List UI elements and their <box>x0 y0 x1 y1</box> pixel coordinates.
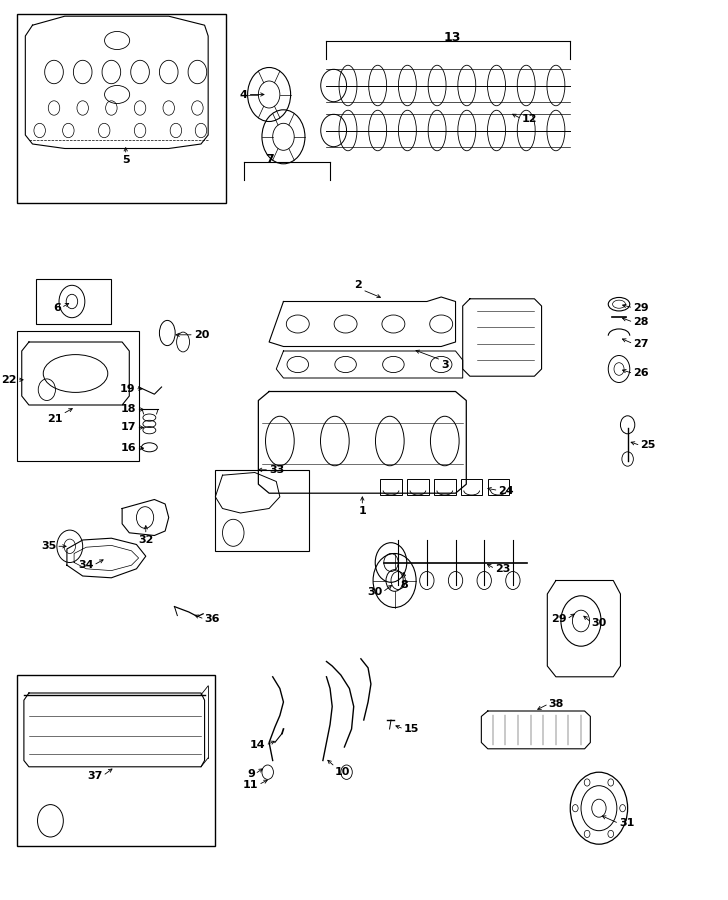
Text: 28: 28 <box>633 317 649 328</box>
Bar <box>215 470 309 551</box>
Bar <box>36 279 111 324</box>
Text: 27: 27 <box>633 338 649 349</box>
Text: 36: 36 <box>205 614 220 625</box>
Text: 4: 4 <box>240 89 248 100</box>
Text: 9: 9 <box>247 769 255 779</box>
Bar <box>17 331 138 461</box>
Text: 18: 18 <box>121 404 136 415</box>
Text: 13: 13 <box>443 32 461 44</box>
Text: 29: 29 <box>551 614 566 625</box>
Text: 37: 37 <box>87 770 103 781</box>
Bar <box>434 479 456 495</box>
Text: 16: 16 <box>121 443 136 454</box>
Text: 23: 23 <box>495 563 510 574</box>
Text: 3: 3 <box>441 360 449 370</box>
Text: 10: 10 <box>335 767 350 777</box>
Text: 11: 11 <box>243 779 258 790</box>
Text: 30: 30 <box>367 587 382 598</box>
Text: 25: 25 <box>641 440 656 451</box>
Text: 5: 5 <box>122 155 130 165</box>
Bar <box>17 675 215 846</box>
Text: 21: 21 <box>47 414 63 424</box>
Bar <box>17 14 226 203</box>
Text: 24: 24 <box>499 485 514 496</box>
Text: 26: 26 <box>633 368 649 379</box>
Text: 7: 7 <box>265 153 274 166</box>
Text: 2: 2 <box>355 280 363 290</box>
Text: 32: 32 <box>138 535 154 544</box>
Text: 29: 29 <box>633 302 649 313</box>
Bar <box>461 479 483 495</box>
Bar <box>407 479 429 495</box>
Text: 12: 12 <box>521 113 537 124</box>
Text: 1: 1 <box>358 506 366 516</box>
Text: 33: 33 <box>269 464 285 475</box>
Text: 34: 34 <box>78 560 93 571</box>
Text: 31: 31 <box>619 818 634 829</box>
Text: 6: 6 <box>53 302 61 313</box>
Text: 14: 14 <box>250 740 266 751</box>
Text: 35: 35 <box>41 541 56 552</box>
Text: 19: 19 <box>119 383 135 394</box>
Text: 8: 8 <box>400 580 408 590</box>
Text: 22: 22 <box>1 374 17 385</box>
Text: 17: 17 <box>121 422 136 433</box>
Text: 15: 15 <box>404 724 419 734</box>
Bar <box>380 479 402 495</box>
Text: 38: 38 <box>549 698 564 709</box>
Text: 30: 30 <box>592 617 607 628</box>
Bar <box>488 479 510 495</box>
Text: 20: 20 <box>194 329 209 340</box>
